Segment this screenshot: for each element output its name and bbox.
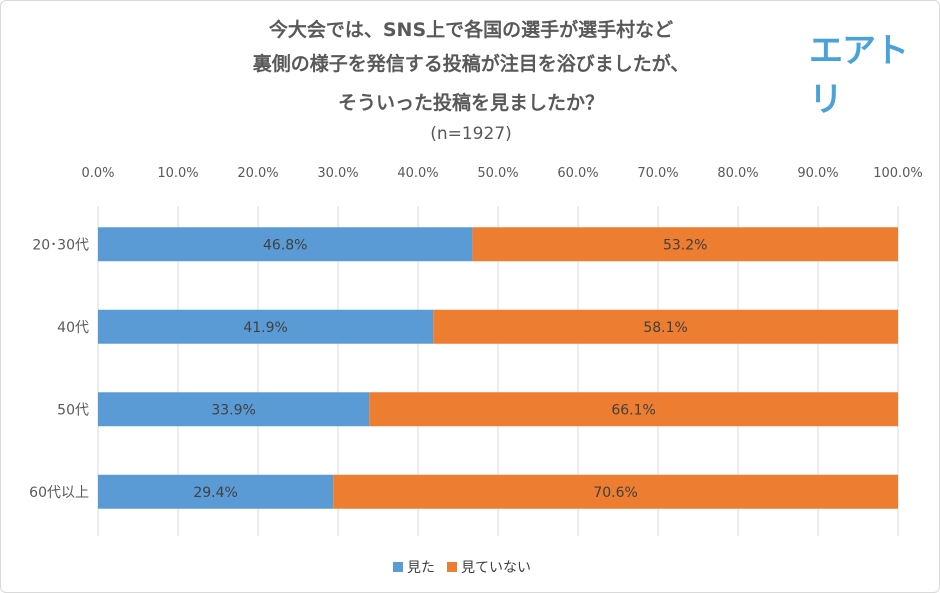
bar-見た	[98, 474, 334, 509]
x-tick-label: 10.0%	[157, 166, 198, 181]
x-tick-label: 60.0%	[557, 166, 598, 181]
legend-label: 見た	[407, 560, 435, 576]
data-label: 46.8%	[263, 237, 307, 253]
chart-title-line-2: 裏側の様子を発信する投稿が注目を浴びましたが、	[252, 53, 690, 75]
x-tick-label: 100.0%	[873, 166, 923, 181]
data-label: 66.1%	[611, 402, 655, 418]
bar-見た	[98, 227, 473, 262]
chart-title-line-1: 今大会では、SNS上で各国の選手が選手村など	[268, 19, 674, 41]
bar-見た	[98, 392, 370, 427]
chart-subtitle: (n=1927)	[430, 124, 512, 144]
data-label: 41.9%	[243, 320, 287, 336]
bar-見ていない	[433, 309, 898, 344]
bar-見ていない	[369, 392, 898, 427]
x-tick-label: 50.0%	[477, 166, 518, 181]
category-label: 20･30代	[32, 237, 89, 253]
bar-見た	[98, 309, 434, 344]
x-tick-label: 70.0%	[637, 166, 678, 181]
x-tick-label: 0.0%	[81, 166, 114, 181]
x-tick-label: 30.0%	[317, 166, 358, 181]
x-tick-label: 40.0%	[397, 166, 438, 181]
category-label: 40代	[57, 320, 89, 336]
legend-swatch	[447, 562, 457, 572]
data-label: 58.1%	[643, 320, 687, 336]
airtrip-logo: エアトリ	[809, 31, 909, 120]
bar-見ていない	[472, 227, 898, 262]
chart-title-line-3: そういった投稿を見ましたか？	[337, 92, 604, 114]
legend-label: 見ていない	[461, 560, 531, 576]
category-label: 60代以上	[29, 485, 89, 501]
data-label: 53.2%	[663, 237, 707, 253]
bar-見ていない	[333, 474, 898, 509]
x-tick-label: 20.0%	[237, 166, 278, 181]
data-label: 70.6%	[593, 485, 637, 501]
x-tick-label: 80.0%	[717, 166, 758, 181]
data-label: 29.4%	[193, 485, 237, 501]
data-label: 33.9%	[211, 402, 255, 418]
x-tick-label: 90.0%	[797, 166, 838, 181]
legend-swatch	[393, 562, 403, 572]
category-label: 50代	[57, 402, 89, 418]
